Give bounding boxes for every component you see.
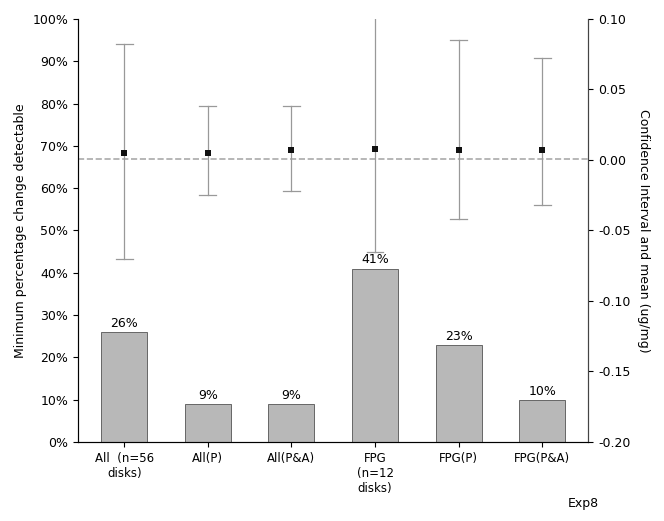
Bar: [101, 332, 147, 442]
Y-axis label: Confidence Interval and mean (ug/mg): Confidence Interval and mean (ug/mg): [637, 108, 650, 352]
Bar: [436, 345, 481, 442]
Bar: [185, 404, 231, 442]
Text: 9%: 9%: [198, 389, 218, 402]
Text: 23%: 23%: [445, 330, 473, 342]
X-axis label: Exp8: Exp8: [568, 497, 599, 510]
Text: 10%: 10%: [529, 384, 556, 398]
Text: 9%: 9%: [282, 389, 301, 402]
Bar: [268, 404, 315, 442]
Bar: [519, 400, 565, 442]
Y-axis label: Minimum percentage change detectable: Minimum percentage change detectable: [14, 103, 27, 358]
Text: 41%: 41%: [361, 253, 389, 266]
Bar: [352, 268, 398, 442]
Text: 26%: 26%: [110, 317, 138, 330]
